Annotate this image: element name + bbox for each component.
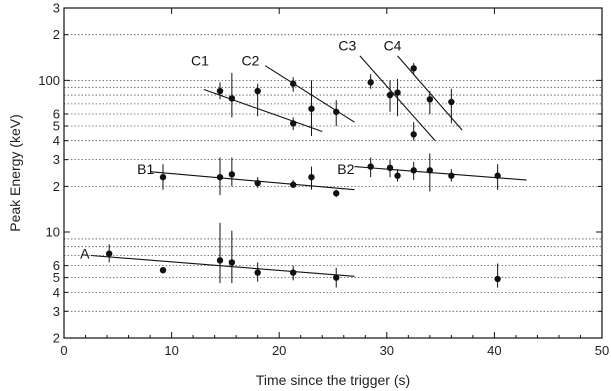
data-point (394, 172, 401, 179)
series-label-b1: B1 (137, 161, 154, 177)
data-point (105, 250, 113, 257)
y-tick-label: 100 (38, 73, 60, 88)
x-tick-label: 40 (487, 343, 501, 358)
series-label-c4: C4 (384, 37, 402, 53)
data-point (254, 269, 261, 276)
data-point (410, 131, 417, 138)
x-tick-label: 20 (272, 343, 286, 358)
series-label-c2: C2 (242, 53, 260, 69)
data-point (410, 65, 417, 72)
y-tick-label: 2 (53, 179, 60, 194)
data-point (216, 87, 224, 95)
fit-line-b1 (150, 171, 355, 191)
y-tick-label: 3 (53, 152, 60, 167)
series-label-a: A (80, 246, 90, 262)
data-point (386, 91, 394, 99)
data-point (289, 269, 297, 276)
fit-line-a (90, 254, 355, 277)
data-point (308, 105, 315, 112)
y-tick-label: 3 (53, 1, 60, 16)
grid (64, 34, 602, 312)
fit-line-c2 (264, 65, 355, 123)
y-tick-label: 6 (53, 106, 60, 121)
series-label-c1: C1 (191, 53, 209, 69)
data-points (105, 63, 501, 288)
y-tick-label: 10 (46, 225, 60, 240)
y-tick-label: 5 (53, 119, 60, 134)
data-point (254, 179, 261, 187)
data-point (228, 95, 236, 102)
x-tick-label: 50 (595, 343, 609, 358)
data-point (386, 164, 394, 172)
data-point (216, 257, 224, 264)
fit-line-b2 (354, 166, 527, 181)
data-point (426, 96, 434, 103)
data-point (494, 172, 501, 179)
x-tick-label: 30 (380, 343, 394, 358)
data-point (289, 181, 297, 188)
data-point (367, 163, 374, 170)
data-point (333, 190, 340, 197)
data-point (426, 167, 434, 174)
data-point (333, 274, 340, 281)
y-tick-label: 2 (53, 331, 60, 346)
series-label-c3: C3 (338, 37, 356, 53)
data-point (394, 89, 401, 96)
y-tick-label: 6 (53, 258, 60, 273)
data-point (308, 173, 315, 181)
data-point (216, 173, 224, 181)
series-label-b2: B2 (337, 161, 354, 177)
data-point (159, 266, 167, 274)
y-tick-label: 5 (53, 270, 60, 285)
series-labels: A B1 B2 C1 C2 C3 C4 (80, 37, 402, 261)
data-point (228, 171, 236, 178)
data-point (448, 98, 455, 106)
data-point (494, 275, 501, 283)
y-tick-label: 4 (53, 133, 60, 148)
x-tick-label: 0 (60, 343, 67, 358)
y-tick-label: 3 (53, 304, 60, 319)
data-point (289, 80, 297, 87)
fit-lines (90, 55, 527, 277)
data-point (159, 173, 167, 181)
data-point (410, 167, 417, 174)
y-tick-label: 4 (53, 285, 60, 300)
data-point (254, 87, 261, 95)
y-tick-label: 2 (53, 27, 60, 42)
data-point (289, 120, 297, 127)
data-point (333, 108, 340, 116)
data-point (448, 172, 455, 179)
x-tick-label: 10 (164, 343, 178, 358)
y-axis-label: Peak Energy (keV) (7, 114, 23, 232)
data-point (367, 79, 374, 86)
plot-frame (63, 7, 603, 339)
fit-line-c1 (203, 89, 323, 133)
data-point (228, 259, 236, 266)
x-axis-label: Time since the trigger (s) (256, 372, 410, 388)
